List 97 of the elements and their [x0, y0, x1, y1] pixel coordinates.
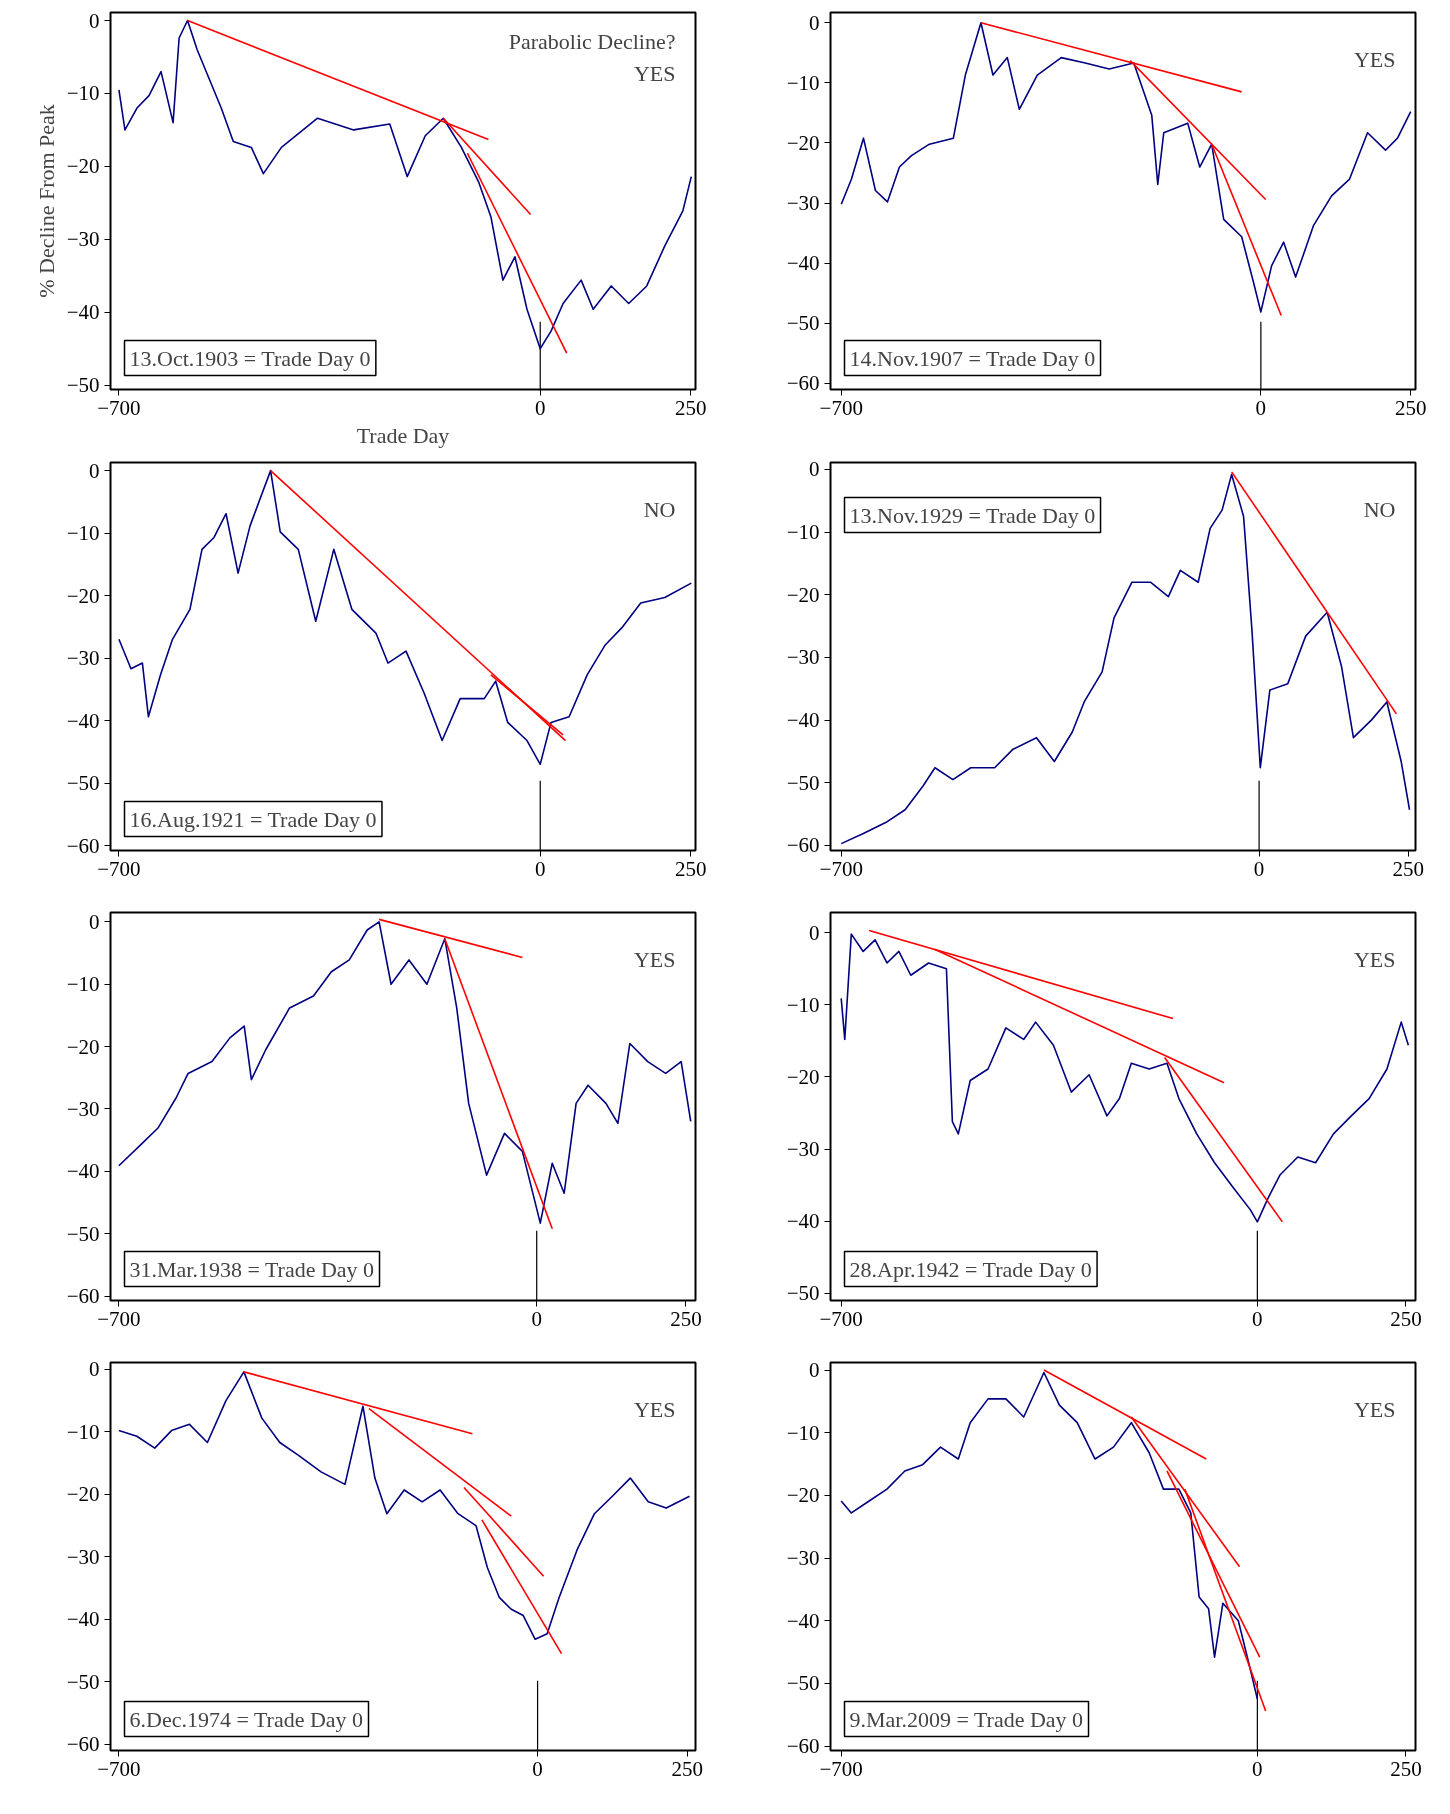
x-tick-label: −700: [97, 1756, 141, 1781]
y-tick-label: −30: [66, 227, 100, 252]
x-tick-label: −700: [819, 1756, 863, 1781]
y-tick-label: −20: [786, 1483, 820, 1508]
y-tick-label: −50: [66, 771, 100, 796]
y-tick-label: −60: [66, 1284, 100, 1309]
y-tick-label: −40: [66, 1159, 100, 1184]
x-axis-title: Trade Day: [356, 422, 450, 448]
x-tick-label: 0: [531, 1306, 542, 1331]
y-tick-label: 0: [89, 458, 100, 483]
y-tick-label: 0: [809, 10, 820, 35]
y-tick-label: −40: [66, 300, 100, 325]
y-tick-label: −10: [786, 520, 820, 545]
y-tick-label: −50: [786, 770, 820, 795]
annotation: YES: [1353, 946, 1396, 972]
y-tick-label: −20: [66, 1034, 100, 1059]
y-tick-label: −40: [786, 1209, 820, 1234]
annotation: 14.Nov.1907 = Trade Day 0: [849, 345, 1096, 371]
y-tick-label: −30: [66, 646, 100, 671]
y-tick-label: −40: [786, 251, 820, 276]
y-tick-label: 0: [809, 1358, 820, 1383]
y-tick-label: −50: [66, 373, 100, 398]
annotation: 13.Oct.1903 = Trade Day 0: [129, 345, 371, 371]
y-tick-label: −30: [786, 645, 820, 670]
x-tick-label: 250: [1390, 1306, 1422, 1331]
y-tick-label: −30: [786, 191, 820, 216]
y-tick-label: −50: [786, 311, 820, 336]
y-tick-label: −60: [786, 833, 820, 858]
y-tick-label: 0: [809, 920, 820, 945]
y-tick-label: −20: [66, 583, 100, 608]
x-tick-label: 0: [1252, 1306, 1263, 1331]
y-tick-label: −40: [66, 1607, 100, 1632]
y-tick-label: −30: [66, 1097, 100, 1121]
y-tick-label: −10: [786, 992, 820, 1017]
x-tick-label: 0: [534, 856, 546, 881]
annotation: 9.Mar.2009 = Trade Day 0: [849, 1706, 1084, 1732]
y-tick-label: 0: [809, 457, 820, 482]
annotation: YES: [1353, 46, 1396, 72]
y-tick-label: −10: [66, 81, 100, 106]
y-tick-label: −60: [66, 833, 100, 858]
y-tick-label: 0: [89, 8, 100, 33]
annotation: YES: [1353, 1396, 1396, 1422]
y-tick-label: −50: [66, 1669, 100, 1694]
y-tick-label: −10: [786, 70, 820, 95]
y-tick-label: 0: [89, 1357, 100, 1382]
x-tick-label: 250: [1394, 395, 1427, 420]
y-tick-label: −60: [786, 1734, 820, 1759]
x-tick-label: −700: [97, 856, 141, 881]
y-tick-label: −40: [786, 708, 820, 733]
y-tick-label: −30: [786, 1546, 820, 1571]
x-tick-label: 250: [674, 856, 707, 881]
y-tick-label: −50: [786, 1281, 820, 1306]
x-tick-label: −700: [819, 395, 863, 420]
x-tick-label: 250: [1390, 1756, 1422, 1781]
y-tick-label: −20: [786, 130, 820, 155]
y-tick-label: −60: [66, 1732, 100, 1757]
annotation: 28.Apr.1942 = Trade Day 0: [849, 1256, 1092, 1282]
x-tick-label: −700: [819, 1306, 863, 1331]
annotation: NO: [643, 496, 676, 522]
y-tick-label: −30: [786, 1137, 820, 1162]
annotation: Parabolic Decline?: [508, 28, 676, 54]
x-tick-label: 250: [674, 395, 707, 420]
x-tick-label: −700: [97, 395, 141, 420]
y-axis-title: % Decline From Peak: [33, 104, 59, 298]
annotation: 31.Mar.1938 = Trade Day 0: [129, 1256, 375, 1282]
y-tick-label: −20: [786, 1064, 820, 1089]
y-tick-label: −40: [66, 708, 100, 733]
y-tick-label: −50: [66, 1221, 100, 1246]
y-tick-label: −10: [66, 521, 100, 546]
y-tick-label: −10: [66, 972, 100, 997]
x-tick-label: −700: [819, 856, 863, 881]
annotation: 6.Dec.1974 = Trade Day 0: [129, 1706, 364, 1732]
x-tick-label: 0: [534, 395, 546, 420]
x-tick-label: 250: [670, 1306, 702, 1331]
annotation: YES: [633, 946, 676, 972]
annotation: NO: [1363, 496, 1396, 522]
annotation: 13.Nov.1929 = Trade Day 0: [849, 502, 1096, 528]
x-tick-label: 0: [1253, 856, 1265, 881]
annotation: YES: [633, 60, 676, 86]
x-tick-label: −700: [97, 1306, 141, 1331]
x-tick-label: 0: [1252, 1756, 1263, 1781]
annotation: 16.Aug.1921 = Trade Day 0: [129, 806, 377, 832]
x-tick-label: 250: [671, 1756, 703, 1781]
y-tick-label: −40: [786, 1608, 820, 1633]
x-tick-label: 250: [1392, 856, 1425, 881]
annotation: YES: [633, 1396, 676, 1422]
x-tick-label: 0: [1255, 395, 1267, 420]
y-tick-label: −60: [786, 371, 820, 396]
y-tick-label: −10: [66, 1419, 100, 1444]
y-tick-label: −20: [786, 582, 820, 607]
y-tick-label: −50: [786, 1671, 820, 1696]
y-tick-label: 0: [89, 909, 100, 934]
y-tick-label: −20: [66, 1482, 100, 1507]
x-tick-label: 0: [532, 1756, 543, 1781]
y-tick-label: −10: [786, 1420, 820, 1445]
y-tick-label: −20: [66, 154, 100, 179]
y-tick-label: −30: [66, 1544, 100, 1569]
